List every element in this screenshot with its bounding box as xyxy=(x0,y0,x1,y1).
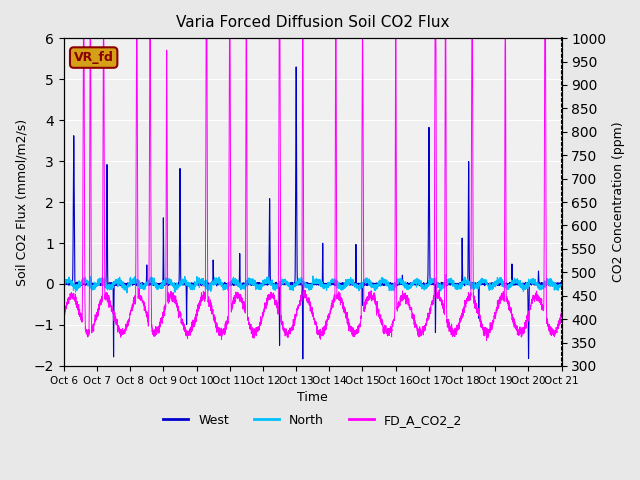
Line: FD_A_CO2_2: FD_A_CO2_2 xyxy=(64,38,561,341)
North xyxy=(167,277,175,283)
Line: West: West xyxy=(64,67,561,359)
West xyxy=(199,280,207,286)
FD_A_CO2_2 xyxy=(199,295,207,300)
X-axis label: Time: Time xyxy=(298,391,328,404)
North xyxy=(361,279,369,285)
West xyxy=(299,356,307,362)
North xyxy=(199,280,207,286)
FD_A_CO2_2 xyxy=(361,300,369,306)
North xyxy=(511,277,518,283)
West xyxy=(60,282,68,288)
Title: Varia Forced Diffusion Soil CO2 Flux: Varia Forced Diffusion Soil CO2 Flux xyxy=(176,15,449,30)
North xyxy=(60,279,68,285)
FD_A_CO2_2 xyxy=(79,35,87,41)
West xyxy=(166,281,174,287)
North xyxy=(557,278,565,284)
West xyxy=(292,64,300,70)
West xyxy=(370,280,378,286)
West xyxy=(511,282,518,288)
Legend: West, North, FD_A_CO2_2: West, North, FD_A_CO2_2 xyxy=(158,409,467,432)
West xyxy=(557,282,565,288)
FD_A_CO2_2 xyxy=(60,312,68,318)
FD_A_CO2_2 xyxy=(370,296,378,301)
Y-axis label: CO2 Concentration (ppm): CO2 Concentration (ppm) xyxy=(612,122,625,282)
FD_A_CO2_2 xyxy=(557,312,565,318)
Text: VR_fd: VR_fd xyxy=(74,51,114,64)
FD_A_CO2_2 xyxy=(557,313,565,319)
Line: North: North xyxy=(64,275,561,293)
North xyxy=(442,272,450,277)
West xyxy=(361,281,369,287)
North xyxy=(370,283,378,289)
North xyxy=(557,281,565,287)
West xyxy=(557,282,565,288)
FD_A_CO2_2 xyxy=(483,338,490,344)
Y-axis label: Soil CO2 Flux (mmol/m2/s): Soil CO2 Flux (mmol/m2/s) xyxy=(15,119,28,286)
FD_A_CO2_2 xyxy=(511,321,518,326)
North xyxy=(123,290,131,296)
FD_A_CO2_2 xyxy=(167,291,175,297)
